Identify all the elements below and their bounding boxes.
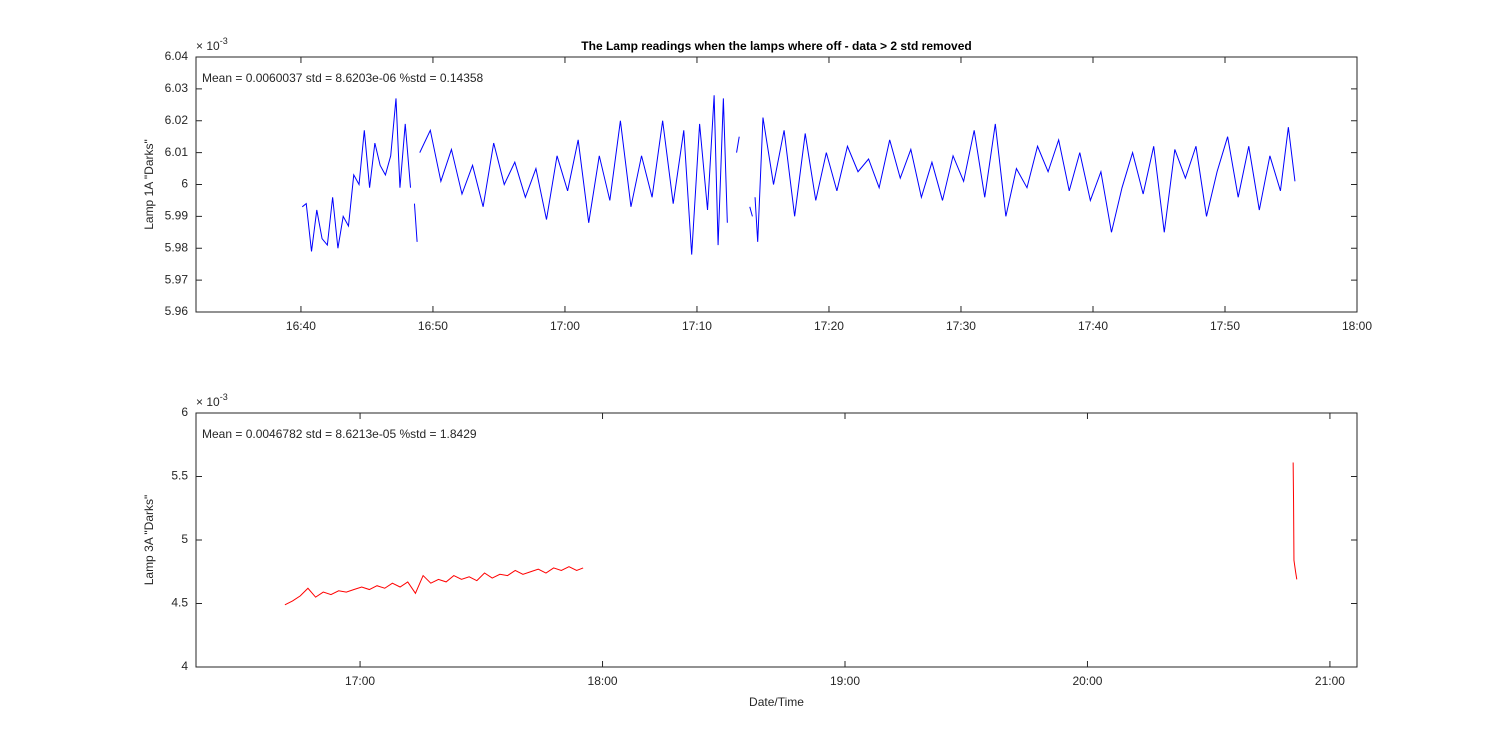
x-tick-label: 20:00 (1072, 674, 1102, 688)
x-tick-label: 17:00 (550, 319, 580, 333)
x-tick-label: 17:50 (1210, 319, 1240, 333)
y-axis-label: Lamp 3A "Darks" (142, 495, 156, 586)
annotation: Mean = 0.0046782 std = 8.6213e-05 %std =… (202, 427, 477, 441)
x-tick-label: 17:40 (1078, 319, 1108, 333)
x-axis-label: Date/Time (749, 695, 804, 709)
x-tick-label: 18:00 (588, 674, 618, 688)
annotation: Mean = 0.0060037 std = 8.6203e-06 %std =… (202, 71, 484, 85)
y-tick-label: 5.5 (171, 469, 188, 483)
x-tick-label: 21:00 (1315, 674, 1345, 688)
multiplier-base: × 10 (196, 395, 220, 409)
data-line (301, 95, 1296, 255)
multiplier-base: × 10 (196, 39, 220, 53)
chart-title: The Lamp readings when the lamps where o… (581, 39, 971, 53)
y-tick-label: 5.96 (165, 304, 189, 318)
y-tick-label: 6.04 (165, 49, 189, 63)
y-tick-label: 4 (181, 659, 188, 673)
y-multiplier: × 10-3 (196, 36, 228, 53)
x-tick-label: 16:40 (286, 319, 316, 333)
y-tick-label: 6.02 (165, 113, 189, 127)
x-tick-label: 17:30 (946, 319, 976, 333)
y-tick-label: 6 (181, 177, 188, 191)
plot-area (195, 412, 1358, 668)
data-line (284, 462, 1298, 606)
y-tick-label: 6.03 (165, 81, 189, 95)
y-tick-label: 5.98 (165, 240, 189, 254)
y-tick-label: 6 (181, 405, 188, 419)
y-tick-label: 6.01 (165, 145, 189, 159)
x-tick-label: 17:20 (814, 319, 844, 333)
y-tick-label: 5.97 (165, 272, 189, 286)
x-tick-label: 17:10 (682, 319, 712, 333)
x-tick-label: 19:00 (830, 674, 860, 688)
x-tick-label: 16:50 (418, 319, 448, 333)
y-tick-label: 4.5 (171, 596, 188, 610)
y-tick-label: 5 (181, 532, 188, 546)
y-tick-label: 5.99 (165, 209, 189, 223)
x-tick-label: 18:00 (1342, 319, 1372, 333)
y-axis-label: Lamp 1A "Darks" (142, 139, 156, 230)
multiplier-exponent: -3 (220, 392, 228, 402)
multiplier-exponent: -3 (220, 36, 228, 46)
x-tick-label: 17:00 (345, 674, 375, 688)
y-multiplier: × 10-3 (196, 392, 228, 409)
plot-area (195, 56, 1358, 313)
